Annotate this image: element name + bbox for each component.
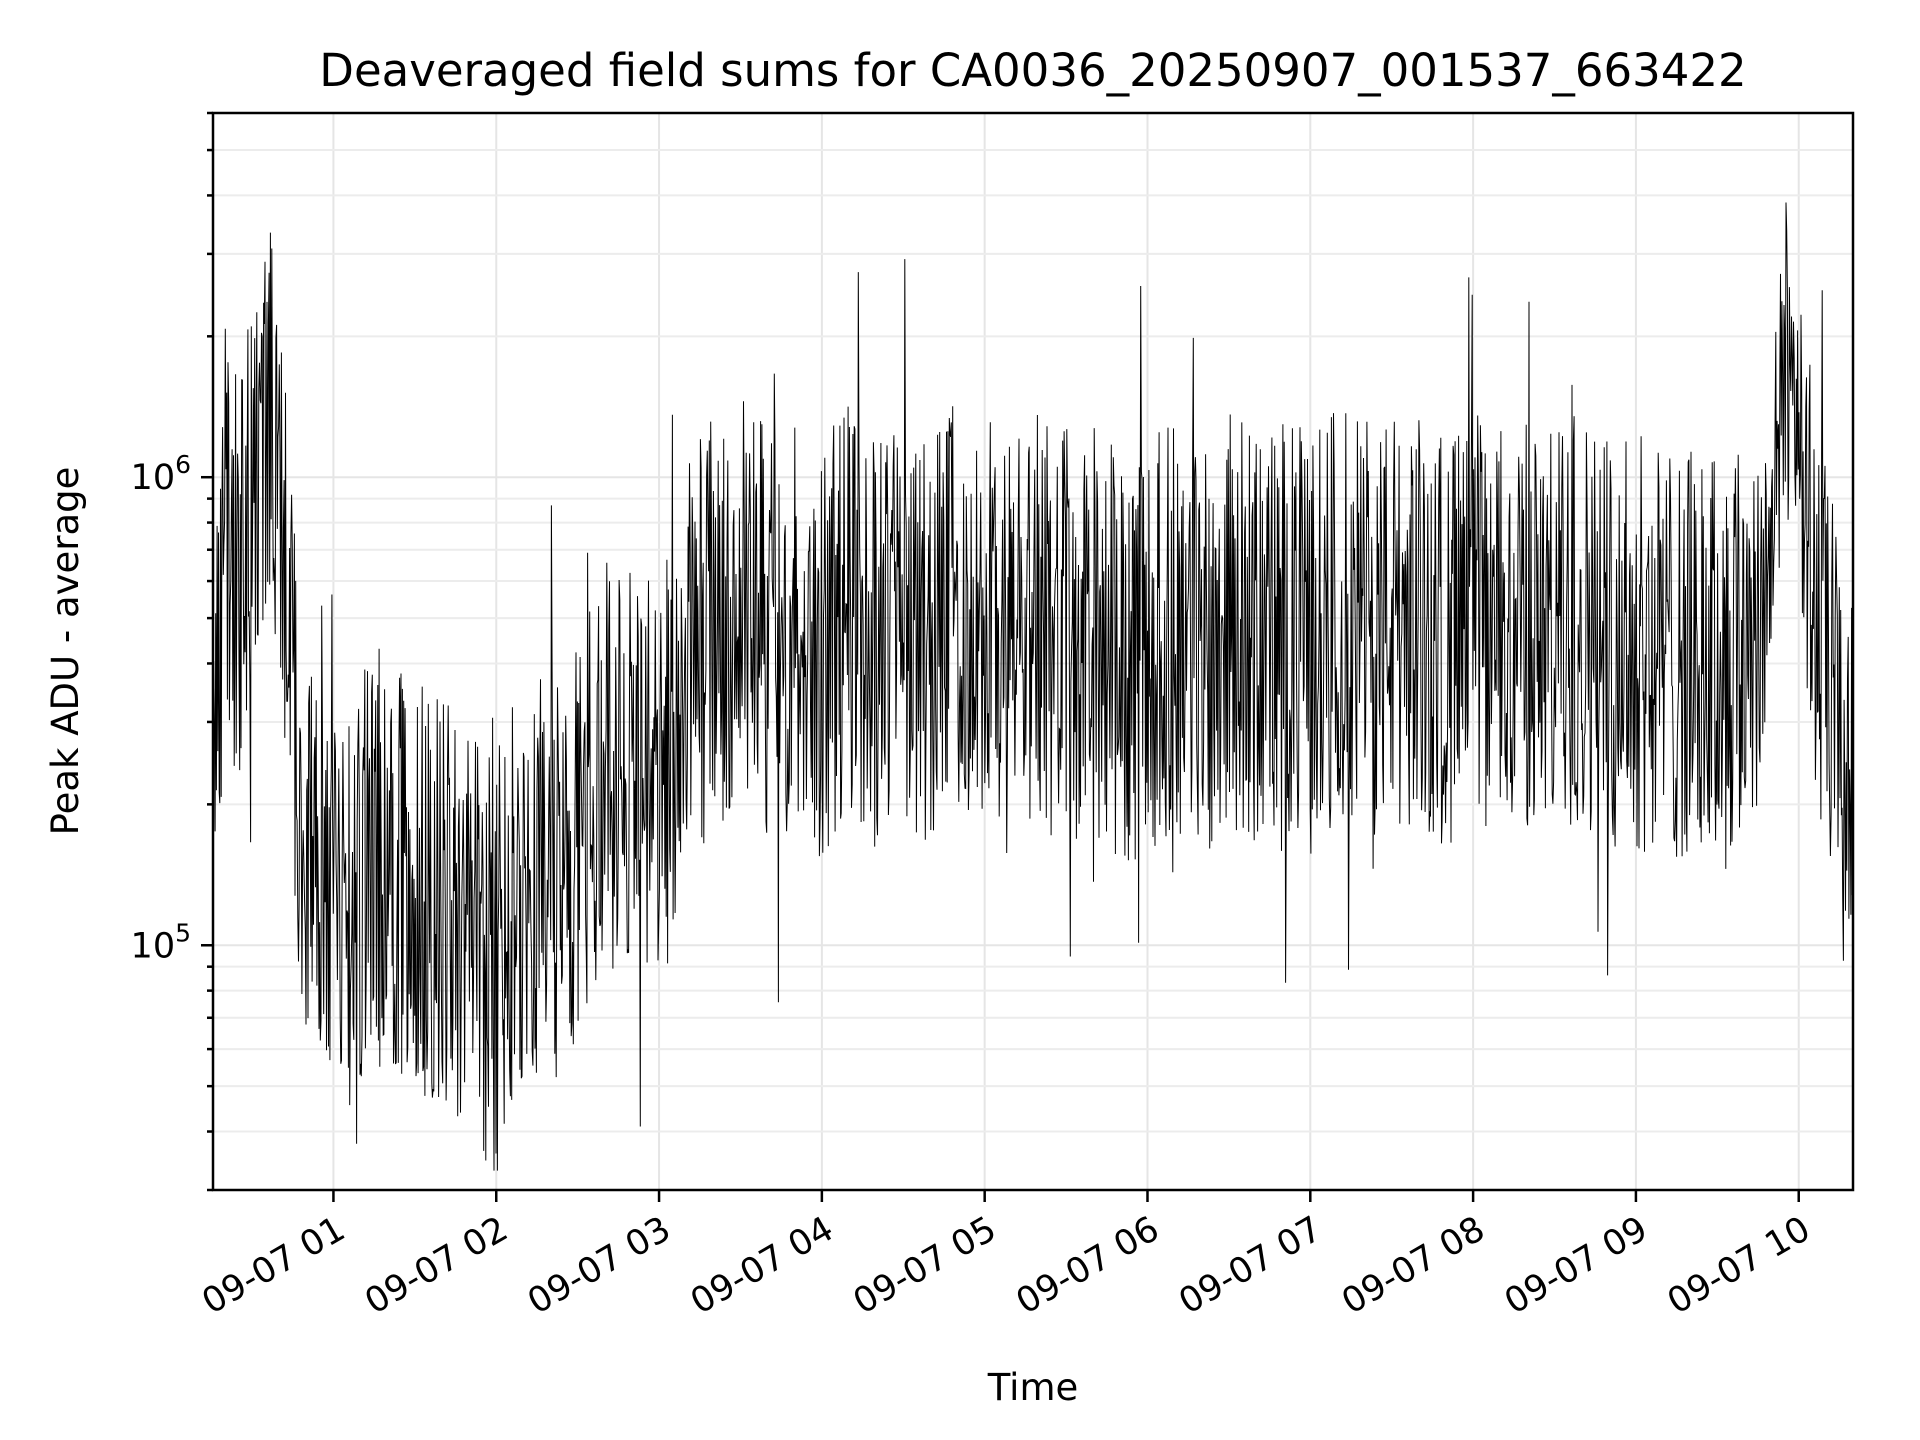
x-tick-label: 09-07 06 [1010,1209,1166,1322]
plot-frame [211,111,1855,1192]
chart-title: Deaveraged field sums for CA0036_2025090… [319,44,1746,97]
series-line [212,202,1854,1171]
y-tick-label: 105 [131,918,191,966]
x-tick-label: 09-07 03 [521,1209,677,1322]
x-axis: 09-07 01 09-07 02 09-07 03 09-07 04 09-07 05… [196,1190,1817,1322]
x-tick-label: 09-07 10 [1661,1209,1817,1322]
x-tick-label: 09-07 02 [358,1209,514,1322]
x-tick-label: 09-07 09 [1498,1209,1654,1322]
y-tick-label: 106 [131,450,191,498]
x-tick-label: 09-07 05 [847,1209,1003,1322]
x-tick-label: 09-07 04 [684,1209,840,1322]
y-axis: 105 106 [131,111,213,1192]
x-tick-label: 09-07 01 [196,1209,352,1322]
y-axis-label: Peak ADU - average [44,467,87,836]
x-tick-label: 09-07 08 [1335,1209,1491,1322]
x-axis-label: Time [987,1366,1079,1409]
x-tick-label: 09-07 07 [1173,1209,1329,1322]
